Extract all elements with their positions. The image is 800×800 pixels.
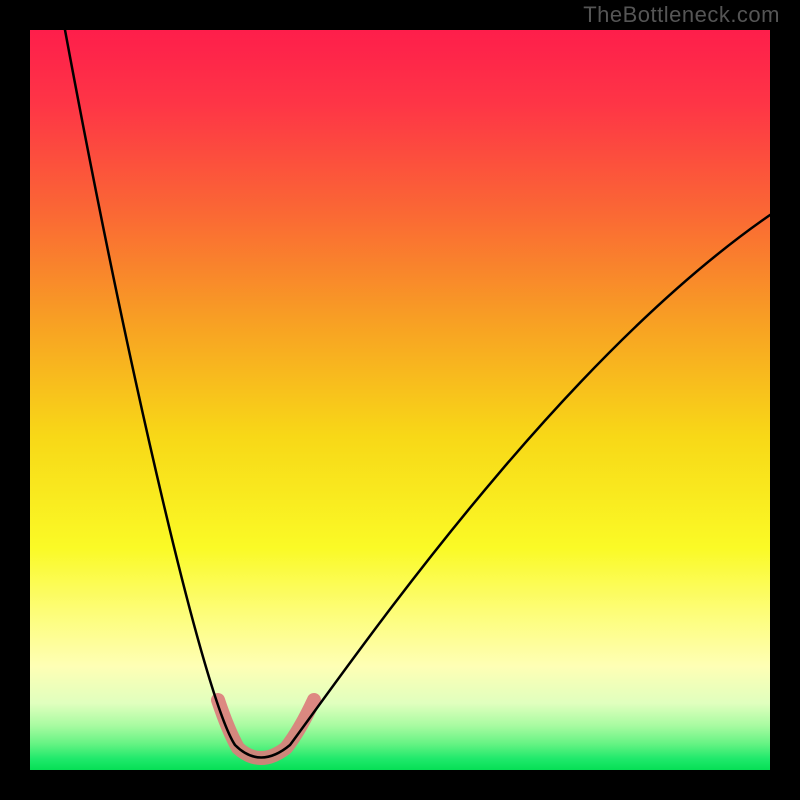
bottleneck-chart (0, 0, 800, 800)
watermark-text: TheBottleneck.com (583, 2, 780, 28)
